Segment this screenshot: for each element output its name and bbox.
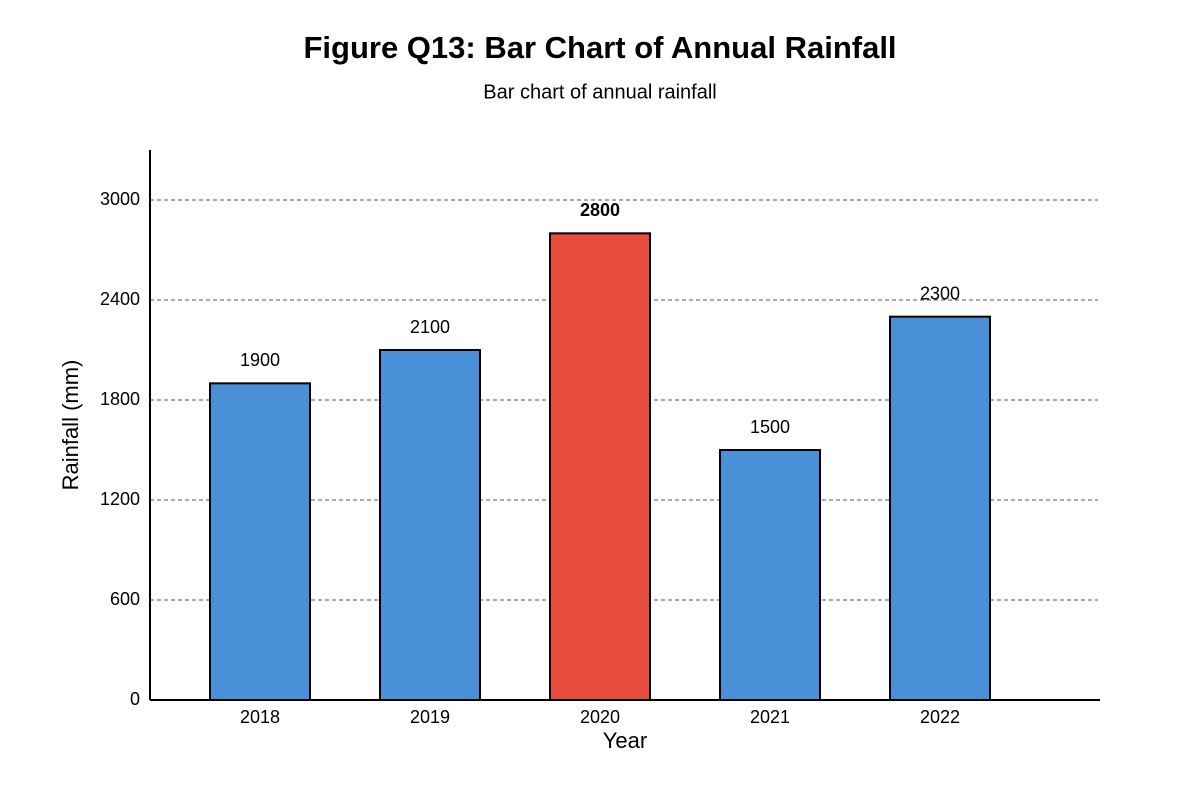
bar [719, 449, 821, 701]
y-axis-label: Rainfall (mm) [58, 360, 83, 491]
data-label: 2100 [410, 317, 450, 337]
y-tick-label: 1800 [100, 389, 140, 409]
bar [379, 349, 481, 701]
chart-title: Figure Q13: Bar Chart of Annual Rainfall [303, 30, 896, 65]
y-tick-label: 3000 [100, 189, 140, 209]
x-tick-label: 2019 [410, 707, 450, 727]
x-axis-label: Year [603, 728, 647, 753]
x-tick-label: 2018 [240, 707, 280, 727]
data-label: 1900 [240, 350, 280, 370]
data-label: 1500 [750, 417, 790, 437]
y-tick-label: 2400 [100, 289, 140, 309]
data-label: 2300 [920, 283, 960, 303]
bar [549, 232, 651, 701]
y-tick-label: 600 [110, 589, 140, 609]
x-tick-label: 2021 [750, 707, 790, 727]
x-tick-label: 2020 [580, 707, 620, 727]
plot-area: 0 600 1200 1800 2400 3000 2018 1900 2019 2100 2020… [100, 189, 1098, 727]
bar [889, 315, 991, 701]
y-tick-label: 0 [130, 689, 140, 709]
chart-subtitle: Bar chart of annual rainfall [483, 81, 716, 103]
data-label: 2800 [580, 200, 620, 220]
y-tick-label: 1200 [100, 489, 140, 509]
x-tick-label: 2022 [920, 707, 960, 727]
bar [209, 382, 311, 701]
